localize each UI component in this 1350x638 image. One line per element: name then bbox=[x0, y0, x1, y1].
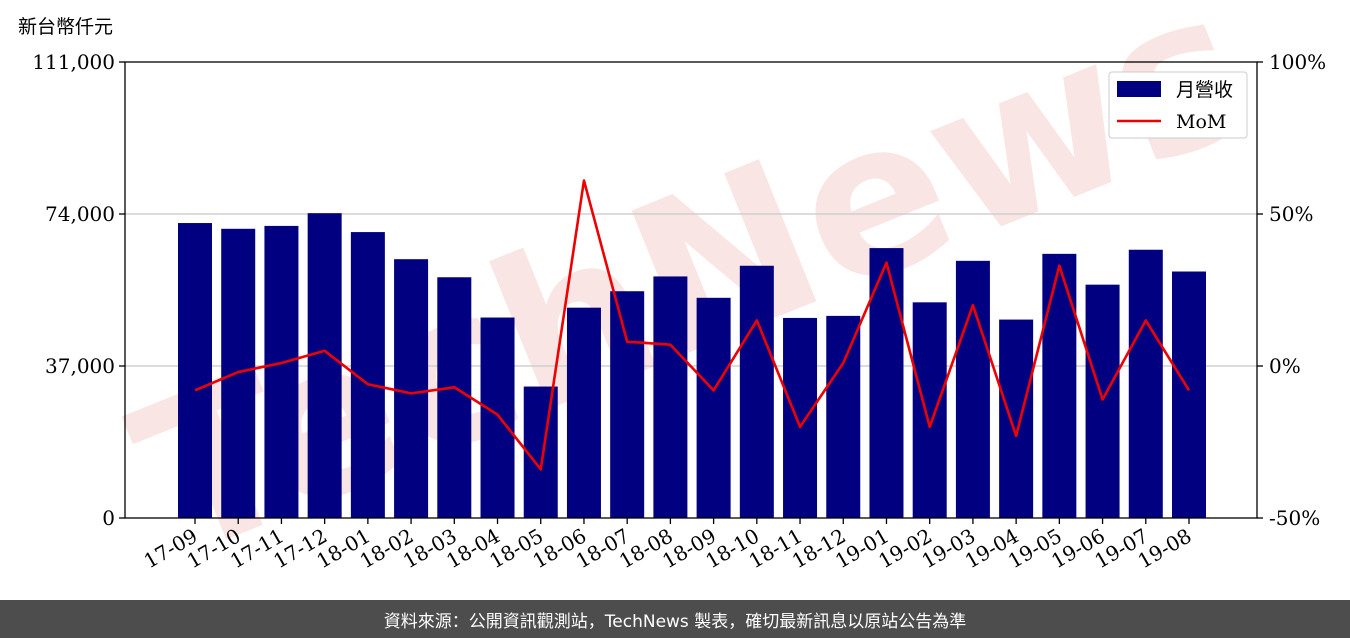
left-tick-label: 111,000 bbox=[32, 50, 115, 74]
right-tick-label: 0% bbox=[1269, 354, 1301, 378]
bar-18-06 bbox=[566, 307, 601, 518]
bar-17-11 bbox=[264, 225, 299, 518]
legend: 月營收 MoM bbox=[1108, 71, 1248, 139]
bar-18-03 bbox=[437, 277, 472, 518]
right-tick-label: 100% bbox=[1269, 50, 1326, 74]
plot-frame bbox=[124, 61, 1258, 519]
bar-18-11 bbox=[783, 317, 818, 518]
bar-19-02 bbox=[912, 302, 947, 518]
bar-19-01 bbox=[869, 248, 904, 518]
footer-source: 資料來源：公開資訊觀測站，TechNews 製表，確切最新訊息以原站公告為準 bbox=[0, 600, 1350, 638]
mom-line bbox=[194, 179, 1191, 471]
bar-series bbox=[178, 213, 1206, 519]
left-axis: 0 37,000 74,000 111,000 bbox=[32, 50, 125, 530]
bar-18-12 bbox=[826, 315, 861, 518]
bar-19-07 bbox=[1128, 249, 1163, 518]
bar-19-04 bbox=[999, 319, 1034, 518]
bar-19-06 bbox=[1085, 284, 1120, 518]
right-axis: -50% 0% 50% 100% bbox=[1257, 50, 1326, 530]
bar-17-12 bbox=[307, 213, 342, 518]
bar-17-09 bbox=[178, 223, 212, 518]
y-axis-unit-label: 新台幣仟元 bbox=[18, 16, 113, 38]
bar-18-10 bbox=[739, 265, 774, 518]
bar-18-02 bbox=[394, 259, 429, 518]
left-tick-label: 37,000 bbox=[45, 354, 115, 378]
bar-18-04 bbox=[480, 317, 515, 518]
bar-18-09 bbox=[696, 297, 731, 518]
bar-18-07 bbox=[610, 291, 645, 518]
bar-19-08 bbox=[1172, 271, 1206, 518]
right-tick-label: 50% bbox=[1269, 202, 1313, 226]
legend-label-mom: MoM bbox=[1176, 111, 1226, 133]
bar-18-05 bbox=[523, 386, 558, 518]
left-tick-label: 74,000 bbox=[45, 202, 115, 226]
bar-19-03 bbox=[955, 260, 990, 518]
right-tick-label: -50% bbox=[1269, 506, 1320, 530]
legend-label-revenue: 月營收 bbox=[1176, 79, 1233, 101]
legend-swatch-revenue bbox=[1117, 81, 1161, 97]
bar-19-05 bbox=[1042, 253, 1077, 519]
left-tick-label: 0 bbox=[102, 506, 115, 530]
bar-18-08 bbox=[653, 276, 688, 518]
